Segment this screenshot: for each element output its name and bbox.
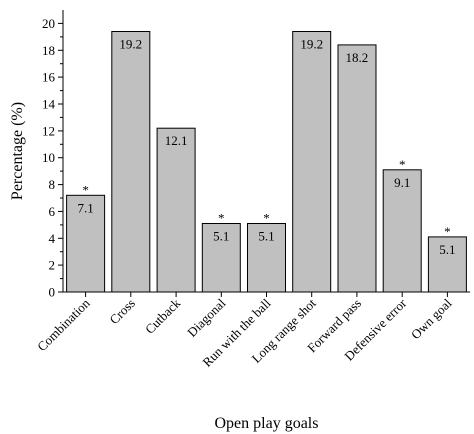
y-tick-label: 0 [49, 285, 56, 300]
x-tick-label: Combination [34, 295, 93, 354]
bar-value-label: 12.1 [165, 133, 188, 148]
y-tick-label: 20 [42, 16, 55, 31]
bars-group: 7.1 * 19.2 12.1 5.1 * 5.1 * 19.2 18.2 9.1 * 5.1 * [66, 31, 467, 293]
bar-value-label: 9.1 [394, 175, 410, 190]
y-tick-label: 4 [49, 231, 56, 246]
bar [156, 127, 196, 293]
y-axis-label: Percentage (%) [9, 102, 26, 200]
y-tick-label: 12 [42, 123, 55, 138]
y-tick-label: 18 [42, 43, 55, 58]
y-tick-label: 8 [49, 177, 56, 192]
x-tick-label: Cross [106, 296, 138, 328]
bar-value-label: 5.1 [258, 229, 274, 244]
bar-value-label: 19.2 [119, 37, 142, 52]
significance-marker: * [263, 211, 270, 226]
y-tick-label: 10 [42, 150, 55, 165]
y-axis: 0 2 4 6 8 10 12 14 16 18 20 [42, 10, 64, 300]
y-tick-label: 16 [42, 70, 56, 85]
y-tick-label: 14 [42, 97, 56, 112]
y-tick-label: 6 [49, 204, 56, 219]
bar [382, 169, 422, 293]
bar-value-label: 18.2 [346, 50, 369, 65]
x-tick-label: Own goal [408, 295, 455, 342]
significance-marker: * [82, 182, 89, 197]
significance-marker: * [218, 211, 225, 226]
bar [292, 31, 332, 293]
bar-value-label: 7.1 [77, 200, 93, 215]
significance-marker: * [444, 224, 451, 239]
bar-value-label: 5.1 [213, 229, 229, 244]
x-tick-label: Diagonal [184, 295, 229, 340]
significance-marker: * [399, 157, 406, 172]
bar-value-label: 5.1 [439, 242, 455, 257]
bar [247, 223, 286, 293]
y-tick-label: 2 [49, 258, 56, 273]
bar [111, 31, 151, 293]
bar [66, 194, 106, 293]
bar-value-label: 19.2 [300, 37, 323, 52]
bar [337, 44, 377, 293]
x-tick-label: Cutback [142, 295, 184, 337]
bar [201, 223, 241, 293]
x-axis-label: Open play goals [215, 415, 319, 432]
